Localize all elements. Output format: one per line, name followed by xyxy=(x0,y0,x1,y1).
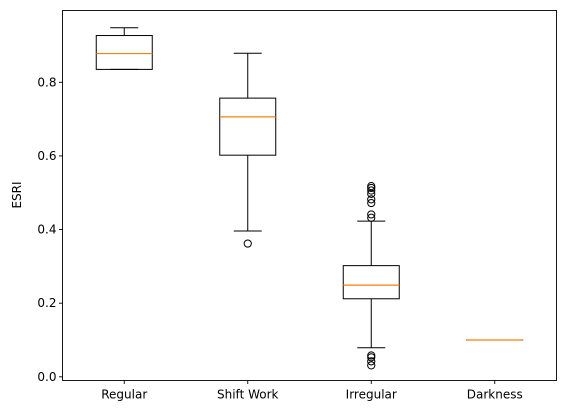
y-tick-label: 0.8 xyxy=(37,75,56,89)
box-group-irregular xyxy=(342,182,400,370)
outlier-point xyxy=(367,357,376,366)
box xyxy=(219,97,277,156)
x-tick-label: Regular xyxy=(101,388,147,402)
y-tick-label: 0.2 xyxy=(37,296,56,310)
plot-frame xyxy=(62,10,557,381)
outlier-point xyxy=(367,213,376,222)
outlier-point xyxy=(243,239,252,248)
y-axis: 0.0 0.2 0.4 0.6 0.8 xyxy=(37,75,63,384)
x-tick-label: Irregular xyxy=(346,388,397,402)
x-tick-label: Shift Work xyxy=(217,388,279,402)
y-tick-label: 0.4 xyxy=(37,223,56,237)
y-axis-label: ESRI xyxy=(10,181,24,208)
outlier-point xyxy=(367,186,376,195)
outlier-point xyxy=(367,210,376,219)
box-group-regular xyxy=(95,27,153,70)
outlier-point xyxy=(367,195,376,204)
x-axis: Regular Shift Work Irregular Darkness xyxy=(101,380,523,402)
x-tick-label: Darkness xyxy=(467,388,523,402)
box-group-shift-work xyxy=(219,52,277,248)
y-tick-label: 0.0 xyxy=(37,370,56,384)
outlier-point xyxy=(367,189,376,198)
y-tick-label: 0.6 xyxy=(37,149,56,163)
plot-marks xyxy=(95,27,524,370)
box xyxy=(95,35,153,70)
box xyxy=(342,265,400,300)
outlier-point xyxy=(367,361,376,370)
outlier-point xyxy=(367,351,376,360)
outlier-point xyxy=(367,182,376,191)
outlier-point xyxy=(367,198,376,208)
